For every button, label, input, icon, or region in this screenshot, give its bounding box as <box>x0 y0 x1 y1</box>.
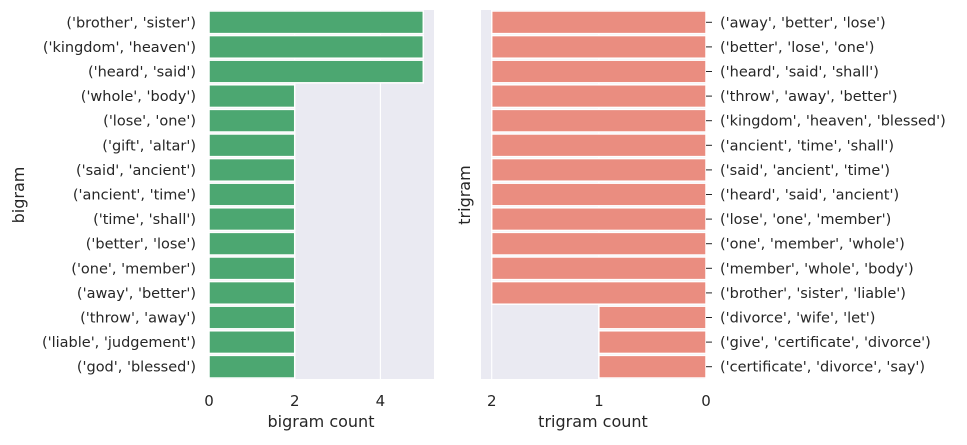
trigram-category-label: ('certificate', 'divorce', 'say') <box>720 360 925 376</box>
trigram-bar <box>490 157 707 182</box>
trigram-bar <box>490 34 707 59</box>
bigram-y-axis-label: bigram <box>9 167 28 224</box>
bigram-category-label: ('kingdom', 'heaven') <box>43 40 196 56</box>
bigram-bar <box>208 330 296 355</box>
bigram-category-label: ('better', 'lose') <box>86 237 196 253</box>
trigram-bar <box>490 84 707 109</box>
bigram-category-label: ('ancient', 'time') <box>73 188 196 204</box>
bigram-category-label: ('time', 'shall') <box>93 212 196 228</box>
trigram-x-tick-label: 2 <box>487 392 497 410</box>
trigram-bar <box>490 10 707 35</box>
bigram-category-label: ('brother', 'sister') <box>66 15 196 31</box>
trigram-category-label: ('divorce', 'wife', 'let') <box>720 311 875 327</box>
trigram-bar <box>490 207 707 232</box>
trigram-category-label: ('ancient', 'time', 'shall') <box>720 138 894 154</box>
bigram-bar <box>208 157 296 182</box>
trigram-bar <box>490 59 707 84</box>
trigram-bar <box>598 330 707 355</box>
bigram-chart: ('brother', 'sister') ('kingdom', 'heaven… <box>9 10 434 431</box>
bigram-x-ticks: 0 2 4 <box>204 392 385 410</box>
bigram-x-tick-label: 0 <box>204 392 214 410</box>
trigram-x-axis-label: trigram count <box>538 412 648 431</box>
trigram-bar <box>598 305 707 330</box>
trigram-x-ticks: 2 1 0 <box>487 392 711 410</box>
trigram-x-tick-label: 1 <box>594 392 604 410</box>
bigram-bar <box>208 354 296 379</box>
trigram-category-label: ('kingdom', 'heaven', 'blessed') <box>720 114 946 130</box>
bigram-bar <box>208 133 296 158</box>
trigram-chart: ('away', 'better', 'lose') ('better', 'lo… <box>455 10 946 431</box>
trigram-category-label: ('throw', 'away', 'better') <box>720 89 898 105</box>
trigram-category-label: ('heard', 'said', 'ancient') <box>720 188 899 204</box>
bigram-category-label: ('gift', 'altar') <box>102 138 196 154</box>
trigram-bar <box>598 354 707 379</box>
trigram-bar <box>490 182 707 207</box>
bigram-category-label: ('one', 'member') <box>71 261 196 277</box>
trigram-bars <box>490 10 707 379</box>
bigram-category-label: ('whole', 'body') <box>81 89 196 105</box>
bigram-category-label: ('heard', 'said') <box>88 65 196 81</box>
trigram-category-labels: ('away', 'better', 'lose') ('better', 'lo… <box>706 15 946 376</box>
trigram-category-label: ('heard', 'said', 'shall') <box>720 65 879 81</box>
trigram-category-label: ('lose', 'one', 'member') <box>720 212 891 228</box>
trigram-category-label: ('said', 'ancient', 'time') <box>720 163 890 179</box>
bigram-bar <box>208 231 296 256</box>
bigram-category-label: ('liable', 'judgement') <box>42 335 196 351</box>
trigram-category-label: ('away', 'better', 'lose') <box>720 15 886 31</box>
trigram-category-label: ('give', 'certificate', 'divorce') <box>720 335 931 351</box>
trigram-category-label: ('brother', 'sister', 'liable') <box>720 286 906 302</box>
bigram-bar <box>208 280 296 305</box>
trigram-bar <box>490 108 707 133</box>
bigram-bar <box>208 10 425 35</box>
trigram-bar <box>490 231 707 256</box>
bigram-bar <box>208 256 296 281</box>
bigram-x-tick-label: 2 <box>290 392 300 410</box>
trigram-x-tick-label: 0 <box>701 392 711 410</box>
bigram-x-tick-label: 4 <box>376 392 386 410</box>
bigram-category-label: ('said', 'ancient') <box>76 163 196 179</box>
bigram-category-label: ('throw', 'away') <box>80 311 196 327</box>
trigram-bar <box>490 133 707 158</box>
trigram-category-label: ('better', 'lose', 'one') <box>720 40 874 56</box>
bigram-bars <box>208 10 425 379</box>
bigram-category-labels: ('brother', 'sister') ('kingdom', 'heaven… <box>42 15 196 375</box>
bigram-bar <box>208 305 296 330</box>
bigram-bar <box>208 84 296 109</box>
bigram-bar <box>208 108 296 133</box>
trigram-y-axis-label: trigram <box>455 165 474 224</box>
trigram-bar <box>490 256 707 281</box>
trigram-category-label: ('member', 'whole', 'body') <box>720 261 914 277</box>
bigram-bar <box>208 207 296 232</box>
trigram-category-label: ('one', 'member', 'whole') <box>720 237 905 253</box>
bigram-bar <box>208 59 425 84</box>
bigram-x-axis-label: bigram count <box>268 412 375 431</box>
bigram-category-label: ('god', 'blessed') <box>77 360 196 376</box>
bigram-category-label: ('lose', 'one') <box>103 114 196 130</box>
trigram-bar <box>490 280 707 305</box>
bigram-bar <box>208 34 425 59</box>
bigram-category-label: ('away', 'better') <box>77 286 196 302</box>
bigram-bar <box>208 182 296 207</box>
